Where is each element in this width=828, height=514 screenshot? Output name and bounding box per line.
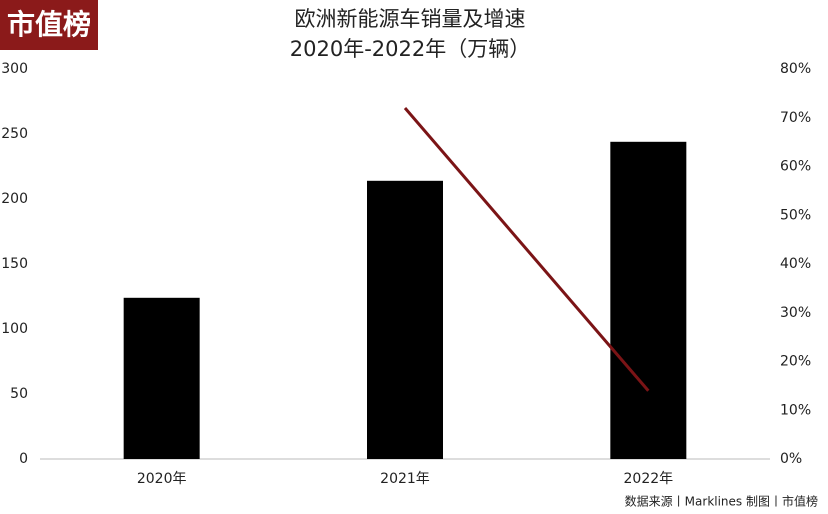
y-tick-label: 150 xyxy=(1,256,28,272)
x-tick-label: 2020年 xyxy=(137,471,187,487)
y-tick-label: 250 xyxy=(1,126,28,142)
y2-tick-label: 20% xyxy=(780,354,811,370)
x-tick-label: 2021年 xyxy=(380,471,430,487)
logo-box xyxy=(0,0,98,50)
y2-tick-label: 30% xyxy=(780,305,811,321)
y-tick-label: 100 xyxy=(1,321,28,337)
y2-tick-label: 0% xyxy=(780,451,802,467)
y-tick-label: 300 xyxy=(1,61,28,77)
y2-tick-label: 10% xyxy=(780,402,811,418)
bar xyxy=(123,297,200,459)
bar xyxy=(367,180,443,460)
y2-tick-label: 40% xyxy=(780,256,811,272)
bar xyxy=(610,141,687,460)
chart-subtitle: 2020年-2022年（万辆） xyxy=(290,37,530,61)
y2-tick-label: 70% xyxy=(780,110,811,126)
y2-tick-label: 60% xyxy=(780,159,811,175)
y-tick-label: 0 xyxy=(19,451,28,467)
line xyxy=(403,107,650,392)
logo: 市值榜 xyxy=(7,8,91,41)
source: 数据来源丨Marklines 制图丨市值榜 xyxy=(625,494,818,509)
x-tick-label: 2022年 xyxy=(624,471,674,487)
y-tick-label: 50 xyxy=(10,386,28,402)
y-tick-label: 200 xyxy=(1,191,28,207)
y2-tick-label: 50% xyxy=(780,207,811,223)
chart-title: 欧洲新能源车销量及增速 xyxy=(295,7,526,31)
y2-tick-label: 80% xyxy=(780,61,811,77)
